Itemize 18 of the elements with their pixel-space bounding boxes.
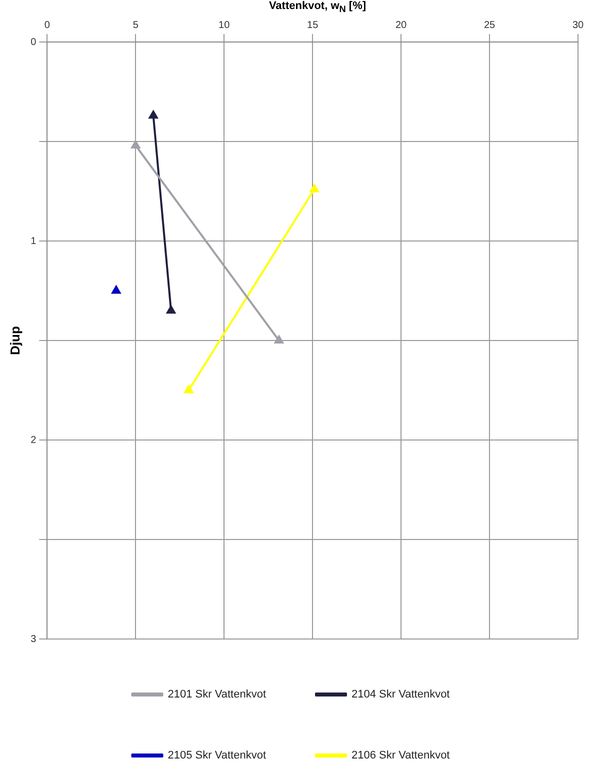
x-tick-label: 25 xyxy=(484,20,496,31)
y-tick-label: 1 xyxy=(30,236,37,247)
x-tick-label: 0 xyxy=(44,20,50,31)
x-axis-title: Vattenkvot, w$_{N}$ [%] xyxy=(268,0,368,16)
legend-label: 2104 Skr Vattenkvot xyxy=(352,688,450,701)
x-tick-label: 20 xyxy=(395,20,408,31)
y-axis-title: Djup xyxy=(7,326,22,355)
y-tick-label: 3 xyxy=(30,634,37,645)
y-tick-label: 2 xyxy=(30,434,37,446)
point xyxy=(112,286,121,294)
x-tick-label: 30 xyxy=(572,20,584,31)
legend-label: 2101 Skr Vattenkvot xyxy=(168,688,266,701)
x-tick-label: 5 xyxy=(132,20,139,31)
y-tick-label: 0 xyxy=(30,36,37,48)
legend-label: 2105 Skr Vattenkvot xyxy=(168,750,266,762)
x-tick-label: 15 xyxy=(307,20,319,31)
legend-label: 2106 Skr Vattenkvot xyxy=(352,750,450,762)
x-tick-label: 10 xyxy=(218,20,230,31)
